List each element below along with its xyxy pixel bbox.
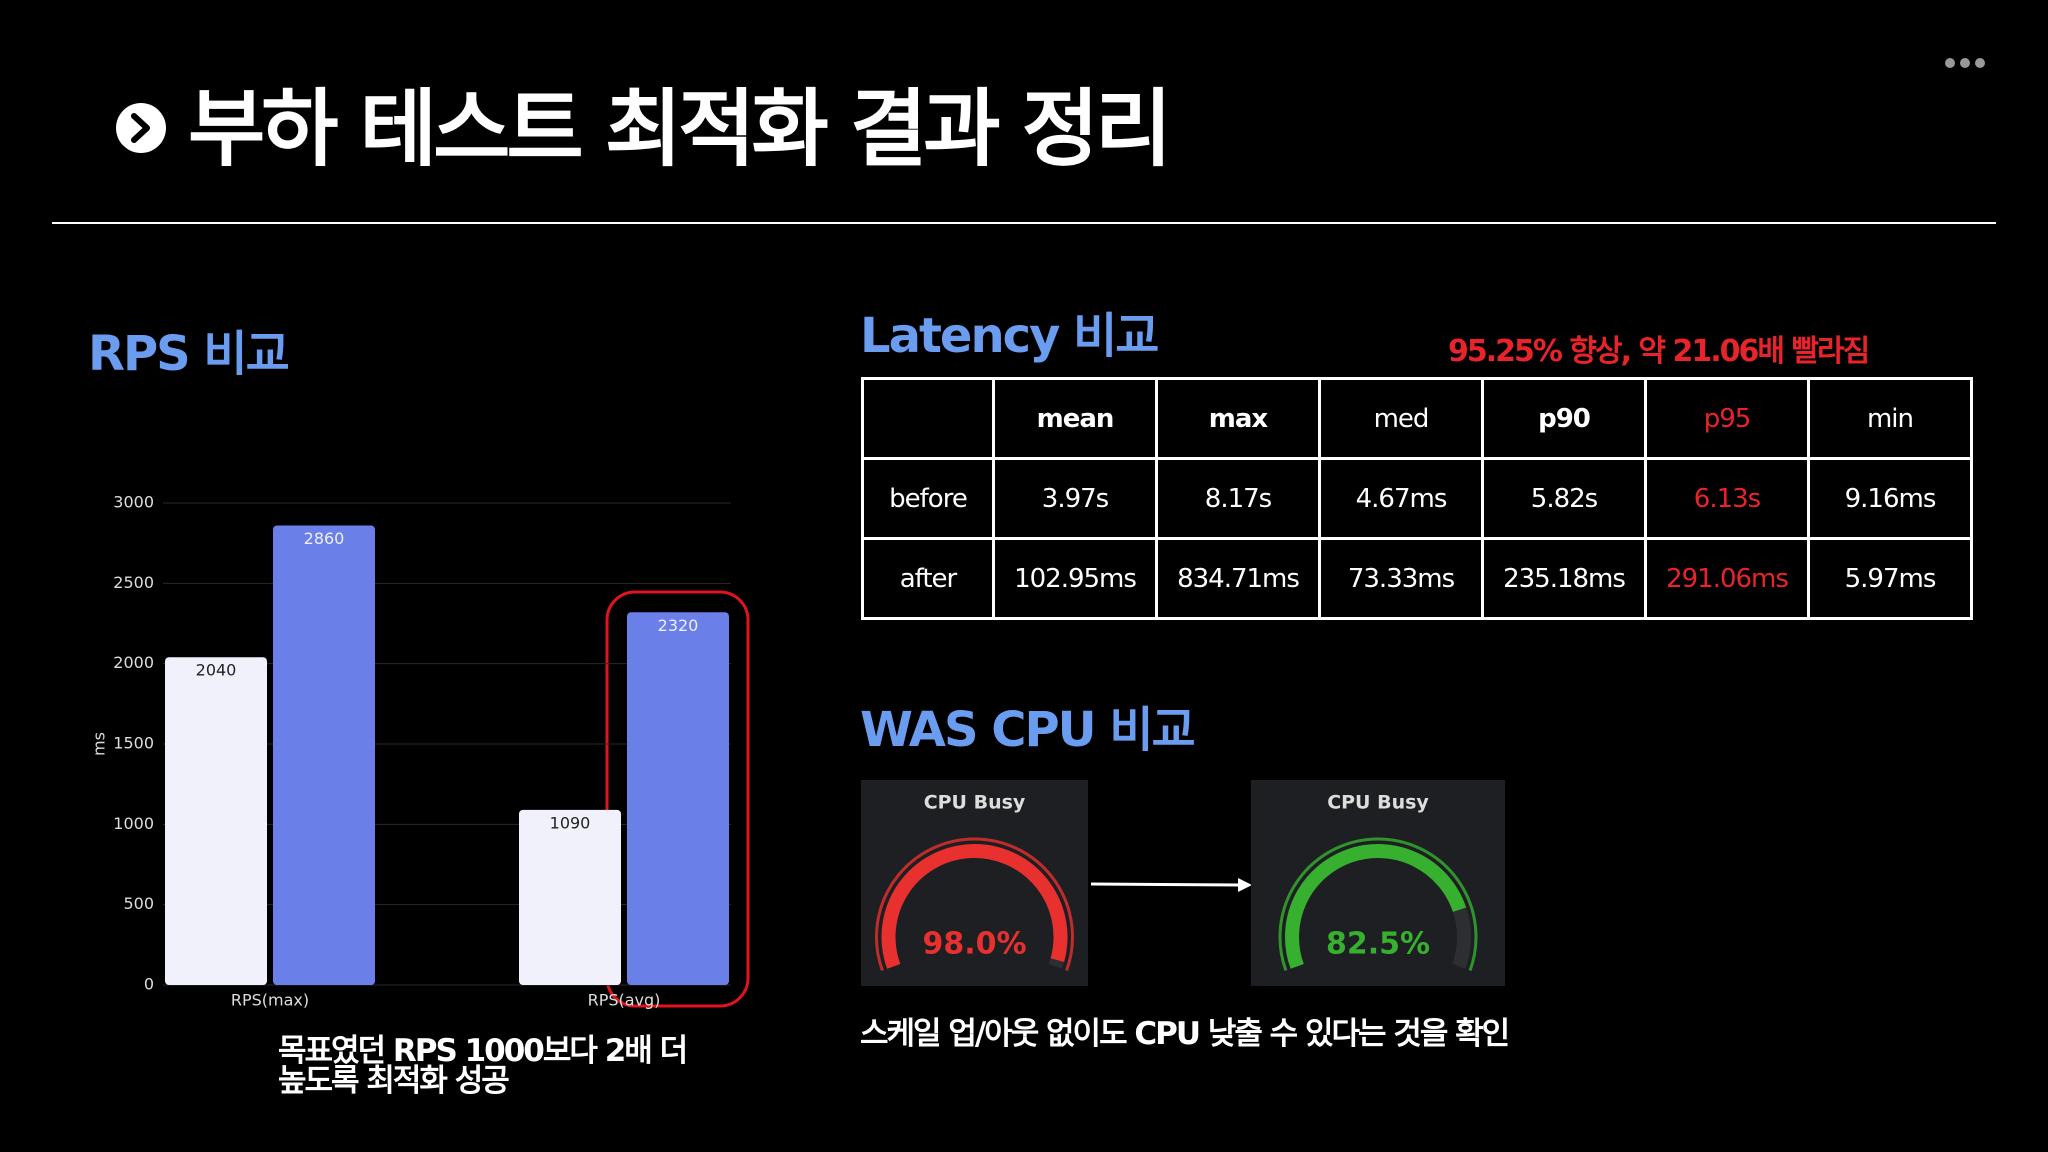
arrow-head xyxy=(1238,878,1252,892)
value-label: 2040 xyxy=(196,661,237,680)
menu-dots xyxy=(1945,58,1985,68)
table-cell: 5.82s xyxy=(1481,457,1647,540)
table-cell: 291.06ms xyxy=(1644,537,1810,620)
rps-caption: 목표였던 RPS 1000보다 2배 더 높도록 최적화 성공 xyxy=(278,1033,688,1099)
table-cell: 3.97s xyxy=(992,457,1158,540)
table-cell: 834.71ms xyxy=(1155,537,1321,620)
title-icon-chevron xyxy=(131,113,150,143)
gauge-threshold xyxy=(1278,837,1478,972)
y-tick-label: 0 xyxy=(144,975,154,994)
x-tick-label: RPS(avg) xyxy=(588,991,661,1010)
bar xyxy=(165,657,267,985)
bar xyxy=(273,525,375,985)
y-tick-label: 1000 xyxy=(113,814,154,833)
y-tick-label: 500 xyxy=(123,894,154,913)
x-tick-label: RPS(max) xyxy=(231,991,309,1010)
header-row: mean max med p90 p95 min xyxy=(861,377,1973,460)
row-label: after xyxy=(861,537,995,620)
table-cell: 8.17s xyxy=(1155,457,1321,540)
gauge-threshold xyxy=(875,837,1074,972)
table-cell: 9.16ms xyxy=(1807,457,1973,540)
bar xyxy=(519,809,621,985)
latency-heading: Latency 비교 xyxy=(860,308,1159,364)
latency-table: mean max med p90 p95 min before 3.97s 8.17s 4.67m… xyxy=(861,377,1973,620)
bar xyxy=(627,612,729,985)
column-header: p95 xyxy=(1644,377,1810,460)
gauge-value: 82.5% xyxy=(1326,927,1430,962)
cpu-heading: WAS CPU 비교 xyxy=(860,702,1196,758)
gauge-value-arc xyxy=(881,844,1068,969)
column-header: min xyxy=(1807,377,1973,460)
value-label: 2320 xyxy=(658,616,699,635)
gauge-value-arc xyxy=(1285,844,1467,969)
table-row: after 102.95ms 834.71ms 73.33ms 235.18ms 291.… xyxy=(861,537,1973,620)
table-cell: 6.13s xyxy=(1644,457,1810,540)
rps-heading: RPS 비교 xyxy=(88,326,290,382)
table-cell: 102.95ms xyxy=(992,537,1158,620)
gauge-title: CPU Busy xyxy=(1327,792,1429,814)
table-cell: 235.18ms xyxy=(1481,537,1647,620)
column-header: med xyxy=(1318,377,1484,460)
y-tick-label: 2000 xyxy=(113,653,154,672)
corner-cell xyxy=(861,377,995,460)
latency-note: 95.25% 향상, 약 21.06배 빨라짐 xyxy=(1448,334,1870,369)
y-axis-label: ms xyxy=(90,732,109,756)
cpu-caption: 스케일 업/아웃 없이도 CPU 낮출 수 있다는 것을 확인 xyxy=(860,1016,1510,1052)
value-label: 2860 xyxy=(304,529,345,548)
page-title: 부하 테스트 최적화 결과 정리 xyxy=(188,80,1172,178)
arrow xyxy=(1090,882,1241,887)
table-row: before 3.97s 8.17s 4.67ms 5.82s 6.13s 9.16ms xyxy=(861,457,1973,540)
table-cell: 4.67ms xyxy=(1318,457,1484,540)
table-cell: 73.33ms xyxy=(1318,537,1484,620)
gauge-title: CPU Busy xyxy=(924,792,1026,814)
row-label: before xyxy=(861,457,995,540)
value-label: 1090 xyxy=(550,813,591,832)
y-tick-label: 3000 xyxy=(113,493,154,512)
column-header: max xyxy=(1155,377,1321,460)
title-icon xyxy=(116,103,166,153)
table-cell: 5.97ms xyxy=(1807,537,1973,620)
y-tick-label: 2500 xyxy=(113,573,154,592)
y-tick-label: 1500 xyxy=(113,734,154,753)
column-header: p90 xyxy=(1481,377,1647,460)
gauge-value: 98.0% xyxy=(922,927,1026,962)
highlight-box xyxy=(605,590,750,1008)
column-header: mean xyxy=(992,377,1158,460)
